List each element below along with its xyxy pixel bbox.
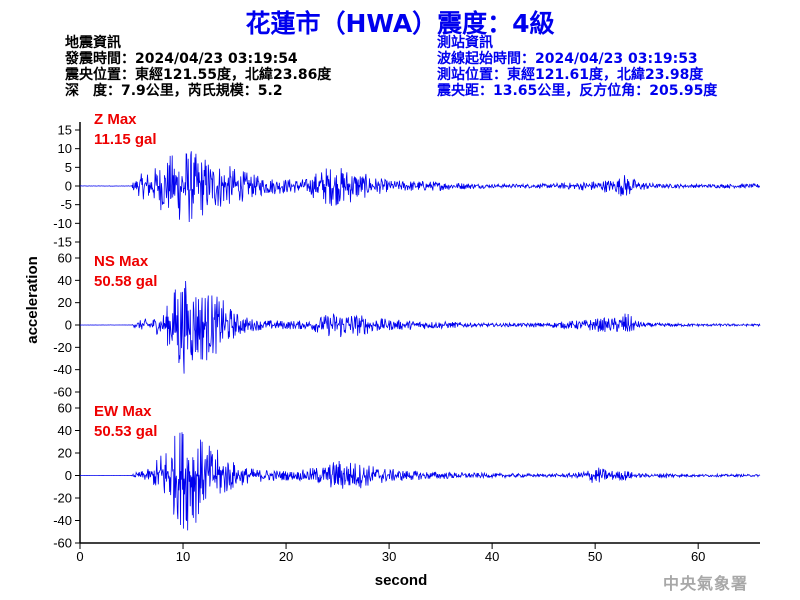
station-info: 測站資訊 波線起始時間：2024/04/23 03:19:53 測站位置：東經1… [437,35,717,99]
chart-title: 花蓮市（HWA）震度：4級 [245,9,555,38]
y-tick-label: 20 [58,446,72,461]
station-location: 測站位置：東經121.61度，北緯23.98度 [437,67,704,83]
y-tick-label: 60 [58,251,72,266]
max-value-ew: 50.53 gal [94,423,157,440]
station-info-heading: 測站資訊 [437,35,493,51]
y-tick-label: -60 [53,385,72,400]
quake-info-heading: 地震資訊 [65,35,121,51]
x-axis-label: second [375,572,428,589]
y-tick-label: -40 [53,362,72,377]
depth-magnitude: 深 度：7.9公里，芮氏規模：5.2 [65,83,283,99]
y-tick-label: -5 [60,197,72,212]
x-tick-label: 50 [588,549,602,564]
x-tick-label: 20 [279,549,293,564]
y-tick-label: 0 [65,468,72,483]
max-value-z: 11.15 gal [94,131,157,148]
y-tick-label: 20 [58,295,72,310]
y-tick-label: -20 [53,491,72,506]
x-tick-label: 30 [382,549,396,564]
max-label-ns: NS Max [94,253,149,270]
y-tick-label: 15 [58,123,72,138]
distance-azimuth: 震央距：13.65公里，反方位角：205.95度 [437,83,718,99]
x-tick-label: 0 [76,549,83,564]
max-label-ew: EW Max [94,403,152,420]
wave-start-time: 波線起始時間：2024/04/23 03:19:53 [437,51,698,67]
y-axis-label: acceleration [24,256,41,344]
y-tick-label: 40 [58,273,72,288]
waveform-ns [80,280,761,374]
y-tick-label: 5 [65,160,72,175]
y-tick-label: -10 [53,216,72,231]
y-tick-label: 40 [58,423,72,438]
waveform-z [80,151,760,223]
y-tick-label: 0 [65,179,72,194]
waveform-ew [80,432,761,531]
y-tick-label: -60 [53,536,72,551]
max-label-z: Z Max [94,111,137,128]
y-tick-label: -40 [53,513,72,528]
y-tick-label: 0 [65,318,72,333]
y-tick-label: -15 [53,235,72,250]
x-tick-label: 60 [691,549,705,564]
y-tick-label: 10 [58,141,72,156]
x-tick-label: 10 [176,549,190,564]
quake-info: 地震資訊 發震時間：2024/04/23 03:19:54 震央位置：東經121… [65,35,331,99]
epicenter: 震央位置：東經121.55度，北緯23.86度 [65,67,332,83]
y-tick-label: -20 [53,340,72,355]
y-tick-label: 60 [58,401,72,416]
max-value-ns: 50.58 gal [94,273,157,290]
x-tick-label: 40 [485,549,499,564]
origin-time: 發震時間：2024/04/23 03:19:54 [65,51,298,67]
agency-watermark: 中央氣象署 [662,574,748,593]
